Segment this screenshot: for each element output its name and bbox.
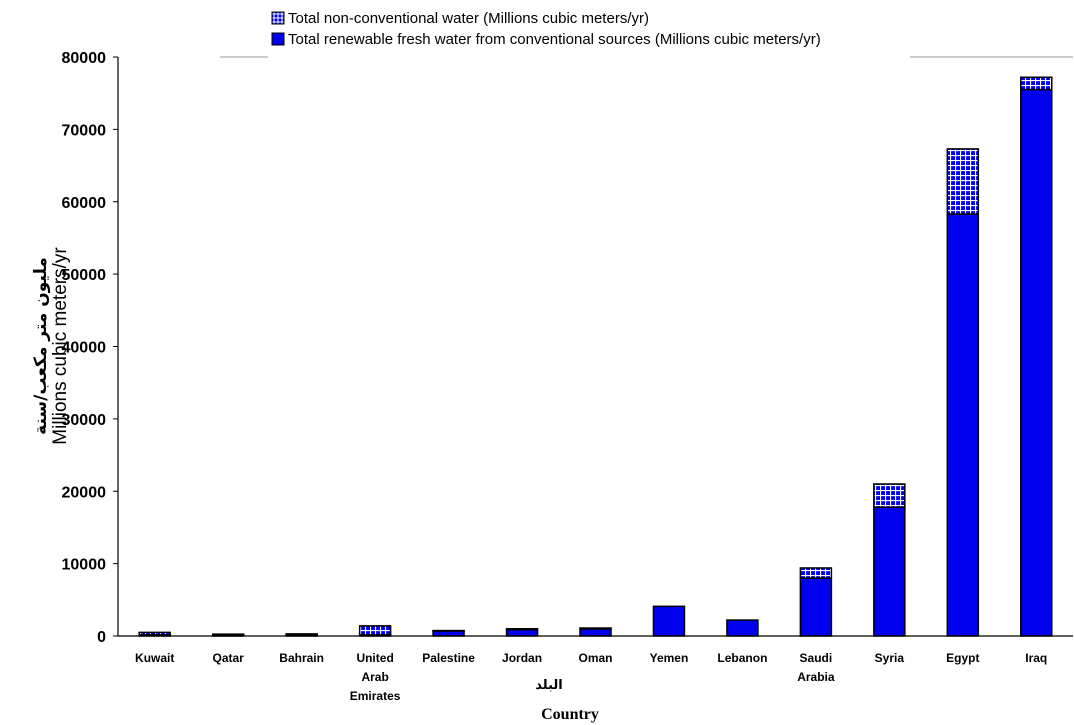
bar-conventional [873,506,906,637]
x-tick-label: Bahrain [279,651,324,665]
x-tick-label-line: Egypt [946,651,979,665]
bar-non-conventional [946,148,980,215]
x-tick-label-line: Iraq [1025,651,1047,665]
legend: Total non-conventional water (Millions c… [271,10,821,48]
x-tick-label-line: Palestine [422,651,475,665]
x-tick-label: Palestine [422,651,475,665]
bar-conventional [946,213,980,637]
x-tick-label-line: Qatar [213,651,245,665]
x-tick-label-line: Syria [875,651,905,665]
legend-label: Total non-conventional water (Millions c… [288,10,649,27]
x-tick-label: Kuwait [135,651,174,665]
x-tick-label: Jordan [502,651,542,665]
x-tick-label: Syria [875,651,905,665]
x-tick-label-line: Arab [361,670,388,684]
bar-conventional [726,619,759,637]
x-tick-label-line: Kuwait [135,651,174,665]
x-tick-label-line: Jordan [502,651,542,665]
y-axis-title-arabic: مليون متر مكعب/سنة [31,257,51,435]
x-axis: Kuwait Qatar Bahrain United Arab Emirates Pale… [118,635,1073,703]
bar-conventional [579,628,612,637]
x-tick-label-line: Lebanon [717,651,767,665]
bar-conventional [432,630,465,637]
bar-conventional [505,628,539,637]
y-tick-label: 80000 [62,50,107,67]
y-axis: 0 10000 20000 30000 40000 50000 60000 70000 8000… [62,50,1073,646]
bar-non-conventional [873,483,906,508]
x-tick-label-line: Saudi [800,651,833,665]
x-tick-label-line: Arabia [797,670,835,684]
x-tick-label: United Arab Emirates [350,651,401,703]
x-tick-label: Oman [578,651,612,665]
x-axis-title: Country [541,706,599,723]
y-tick-label: 50000 [62,267,107,284]
x-tick-label-line: Oman [578,651,612,665]
x-tick-label-line: Yemen [650,651,689,665]
x-tick-label: Saudi Arabia [797,651,835,684]
bar-non-conventional [211,633,245,637]
y-tick-label: 40000 [62,340,107,357]
bar-non-conventional [285,633,318,636]
bar-non-conventional [1020,76,1053,91]
x-tick-label: Egypt [946,651,979,665]
x-axis-title-arabic: البلد [535,678,562,693]
bar-conventional [1020,88,1053,637]
y-tick-label: 70000 [62,122,107,139]
bar-non-conventional [579,627,612,630]
y-tick-label: 20000 [62,484,107,501]
legend-label: Total renewable fresh water from convent… [288,31,821,48]
legend-swatch-conventional [271,32,285,46]
y-tick-label: 60000 [62,195,107,212]
x-tick-label: Yemen [650,651,689,665]
bar-non-conventional [138,631,171,636]
x-tick-label-line: United [356,651,393,665]
bars [138,76,1053,637]
bar-non-conventional [358,625,392,636]
x-tick-label-line: Bahrain [279,651,324,665]
bar-conventional [652,605,686,637]
x-tick-label: Lebanon [717,651,767,665]
bar-non-conventional [799,567,833,579]
y-tick-label: 30000 [62,412,107,429]
x-tick-label-line: Emirates [350,689,401,703]
y-axis-title: Millions cubic meters/yr [50,247,71,445]
y-tick-label: 0 [97,629,106,646]
bar-conventional [799,577,833,637]
legend-swatch-non-conventional [271,11,285,25]
bar-non-conventional [505,628,539,631]
x-tick-label: Qatar [213,651,245,665]
x-tick-label: Iraq [1025,651,1047,665]
y-tick-label: 10000 [62,557,107,574]
